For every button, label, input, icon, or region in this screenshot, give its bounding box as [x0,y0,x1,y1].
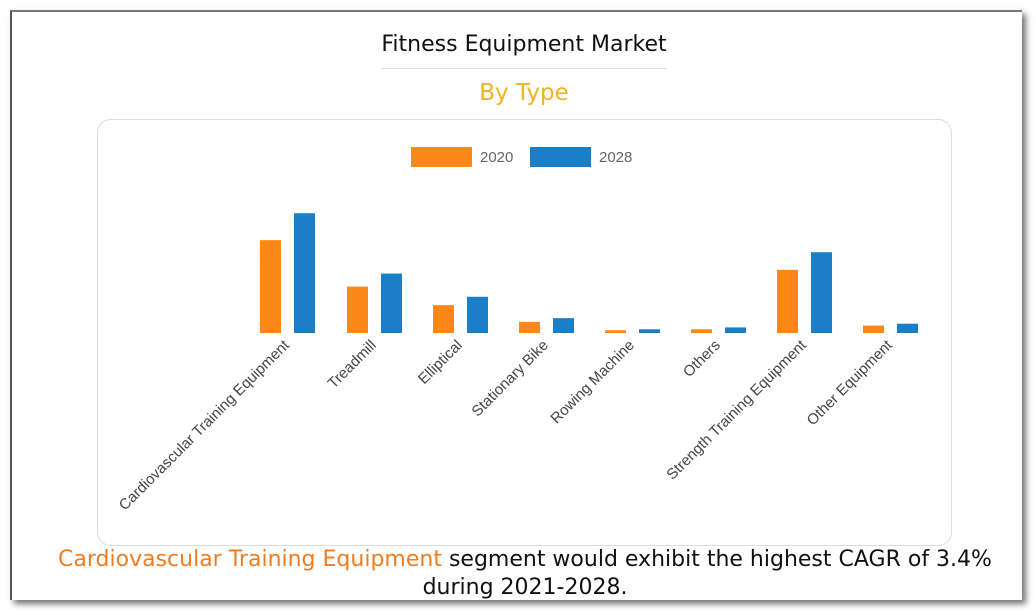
x-tick-label: Rowing Machine [547,337,637,427]
page-subtitle: By Type [479,80,569,106]
bars [260,213,918,333]
x-tick-label: Other Equipment [804,336,897,429]
bar-2028-3 [553,318,574,333]
legend-label-2028: 2028 [599,149,632,166]
bar-2028-1 [381,273,402,333]
bar-2028-6 [811,252,832,333]
bar-chart: 2020 2028 Cardiovascular Training Equipmen… [116,147,918,514]
x-tick-label: Cardiovascular Training Equipment [116,336,294,514]
x-tick-label: Stationary Bike [468,337,551,420]
x-axis-labels: Cardiovascular Training Equipment Treadmi… [116,336,897,514]
bar-2020-6 [777,269,798,333]
bar-2020-7 [863,325,884,333]
title-divider [381,68,667,69]
x-tick-label: Treadmill [325,337,380,392]
bar-2028-4 [639,329,660,333]
bar-2020-4 [605,330,626,333]
bar-2028-5 [725,327,746,333]
bar-2020-0 [260,240,281,333]
bar-2028-0 [294,213,315,333]
chart-panel: 2020 2028 Cardiovascular Training Equipmen… [97,119,952,546]
legend-label-2020: 2020 [480,149,513,166]
chart-legend: 2020 2028 [411,147,632,167]
bar-2028-7 [897,323,918,333]
bar-2020-5 [691,329,712,333]
x-tick-label: Elliptical [415,337,466,388]
footer-highlight: Cardiovascular Training Equipment [58,547,442,572]
bar-2020-3 [519,321,540,333]
footer-text-line1: segment would exhibit the highest CAGR o… [441,547,992,572]
page-title: Fitness Equipment Market [381,32,667,57]
footer-text-line2: during 2021-2028. [422,575,628,600]
bar-2020-1 [347,286,368,333]
legend-swatch-2028 [530,147,591,167]
legend-swatch-2020 [411,147,472,167]
bar-2020-2 [433,305,454,333]
x-tick-label: Others [680,337,724,381]
x-tick-label: Strength Training Equipment [663,336,810,483]
footer-caption: Cardiovascular Training Equipment segmen… [20,546,1030,602]
bar-2028-2 [467,296,488,333]
